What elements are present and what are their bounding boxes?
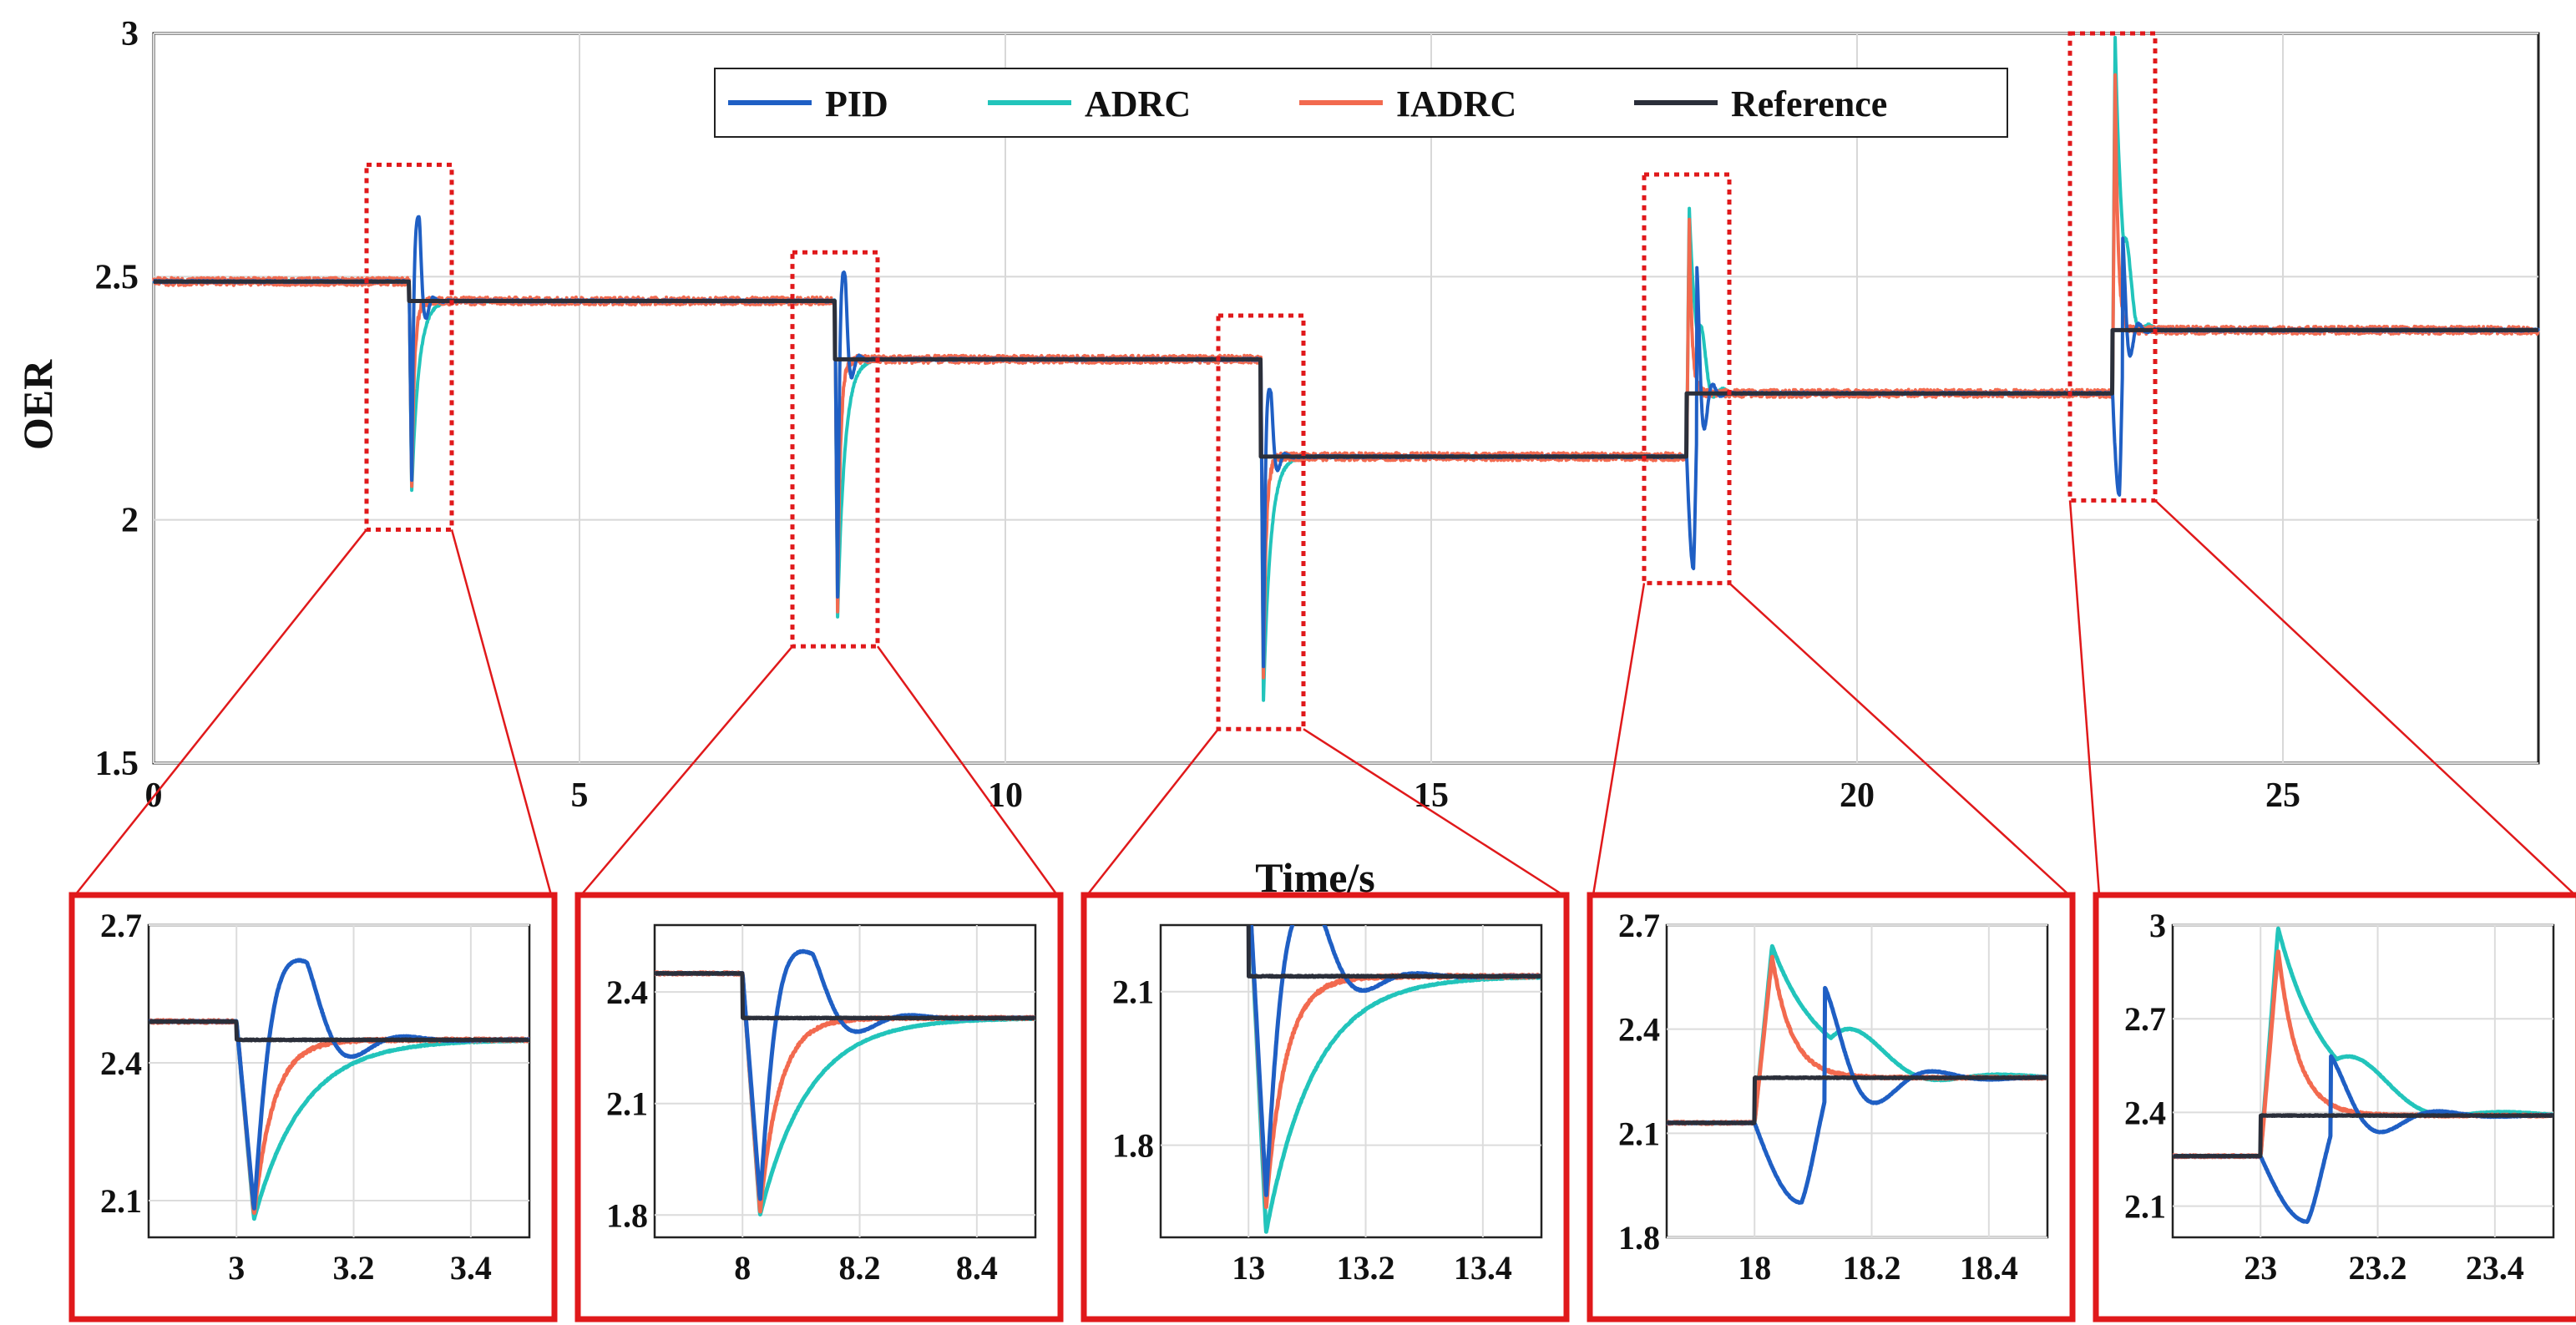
zoom-connector-left — [580, 645, 793, 896]
zoom-box-1 — [364, 162, 454, 532]
legend-label-adrc: ADRC — [1085, 83, 1191, 124]
inset-x-tick-label: 8.2 — [839, 1249, 881, 1287]
inset-series-reference — [1246, 925, 1541, 979]
inset-x-tick-label: 3.2 — [333, 1249, 375, 1287]
inset-y-tick-label: 2.4 — [100, 1044, 142, 1082]
inset-axes — [1159, 923, 1543, 1239]
inset-y-tick-label: 2.4 — [1618, 1011, 1660, 1049]
zoom-connector-left — [1086, 728, 1219, 896]
plot-frame — [152, 32, 2540, 765]
zoom-connector-right — [876, 645, 1059, 896]
inset-y-tick-label: 2.4 — [2124, 1094, 2166, 1131]
zoom-connectors — [74, 499, 2576, 897]
y-axis-label: OER — [14, 359, 61, 450]
zoom-connector-left — [74, 528, 367, 896]
inset-series-reference — [655, 970, 1035, 1021]
x-tick-label: 15 — [1414, 776, 1449, 815]
inset-x-tick-label: 13 — [1232, 1249, 1265, 1287]
inset-y-tick-label: 2.1 — [1112, 974, 1154, 1011]
inset-x-tick-label: 18.2 — [1843, 1249, 1901, 1287]
inset-series — [2173, 926, 2553, 1224]
zoom-connector-right — [1728, 582, 2070, 896]
zoom-connector-right — [2154, 499, 2576, 896]
y-tick-label: 3 — [121, 15, 139, 53]
inset-4: 18 18.2 18.4 1.8 2.1 2.4 2.7 — [1587, 892, 2076, 1322]
inset-y-tick-label: 2.7 — [1618, 907, 1660, 944]
inset-axes — [653, 923, 1037, 1239]
zoom-connector-left — [2068, 500, 2101, 896]
inset-series — [655, 948, 1035, 1216]
legend-label-pid: PID — [825, 83, 888, 124]
inset-x-tick-label: 3 — [228, 1249, 245, 1287]
inset-y-tick-label: 2.1 — [2124, 1188, 2166, 1226]
series-reference — [152, 279, 2540, 459]
inset-x-tick-label: 18 — [1738, 1249, 1771, 1287]
inset-y-tick-label: 1.8 — [1618, 1219, 1660, 1257]
zoom-box-3 — [1216, 313, 1306, 731]
inset-x-tick-label: 18.4 — [1960, 1249, 2018, 1287]
inset-axes — [2171, 923, 2555, 1239]
x-tick-label: 25 — [2265, 776, 2300, 815]
inset-x-tick-label: 13.4 — [1454, 1249, 1512, 1287]
inset-x-tick-label: 3.4 — [450, 1249, 492, 1287]
inset-y-tick-label: 2.4 — [606, 974, 648, 1011]
y-tick-label: 1.5 — [95, 745, 139, 783]
inset-x-tick-label: 8 — [734, 1249, 751, 1287]
x-tick-label: 20 — [1840, 776, 1875, 815]
inset-x-tick-label: 23 — [2244, 1249, 2277, 1287]
inset-y-tick-label: 2.1 — [1618, 1115, 1660, 1152]
zoom-box-4 — [1642, 172, 1732, 585]
inset-x-tick-label: 8.4 — [956, 1249, 998, 1287]
x-axis-label: Time/s — [1255, 854, 1375, 901]
inset-series — [1667, 943, 2047, 1205]
legend-label-reference: Reference — [1731, 83, 1887, 124]
zoom-connector-left — [1592, 583, 1646, 896]
inset-series-reference — [2173, 1113, 2553, 1159]
legend: PID ADRC IADRC Reference — [714, 68, 2008, 138]
inset-x-tick-label: 23.4 — [2466, 1249, 2524, 1287]
inset-y-tick-label: 2.7 — [2124, 1000, 2166, 1038]
x-tick-label: 5 — [571, 776, 589, 815]
inset-series — [1246, 925, 1541, 1234]
inset-y-tick-label: 3 — [2149, 907, 2166, 944]
x-tick-label: 10 — [988, 776, 1023, 815]
inset-series — [149, 958, 529, 1221]
inset-x-tick-label: 13.2 — [1337, 1249, 1395, 1287]
zoom-box-2 — [790, 250, 880, 649]
inset-axes — [147, 923, 531, 1239]
inset-series-reference — [1667, 1075, 2047, 1125]
zoom-box-5 — [2067, 31, 2158, 503]
inset-y-tick-label: 1.8 — [1112, 1127, 1154, 1165]
legend-label-iadrc: IADRC — [1396, 83, 1516, 124]
zoom-connector-right — [450, 528, 553, 896]
inset-x-tick-label: 23.2 — [2349, 1249, 2407, 1287]
inset-1: 3 3.2 3.4 2.1 2.4 2.7 — [68, 892, 558, 1322]
inset-y-tick-label: 1.8 — [606, 1196, 648, 1234]
y-tick-label: 2.5 — [95, 258, 139, 296]
inset-2: 8 8.2 8.4 1.8 2.1 2.4 — [574, 892, 1064, 1322]
inset-panels: 3 3.2 3.42.12.42.78 8.2 8.41.82.12.413 13.2 13… — [68, 892, 2576, 1322]
inset-5: 23 23.2 23.4 2.1 2.4 2.7 3 — [2093, 892, 2576, 1322]
inset-y-tick-label: 2.7 — [100, 907, 142, 944]
inset-series-reference — [149, 1019, 529, 1043]
y-tick-label: 2 — [121, 502, 139, 540]
inset-y-tick-label: 2.1 — [606, 1085, 648, 1123]
inset-y-tick-label: 2.1 — [100, 1182, 142, 1220]
inset-3: 13 13.2 13.4 1.8 2.1 — [1081, 892, 1570, 1322]
zoom-connector-right — [1303, 728, 1564, 897]
